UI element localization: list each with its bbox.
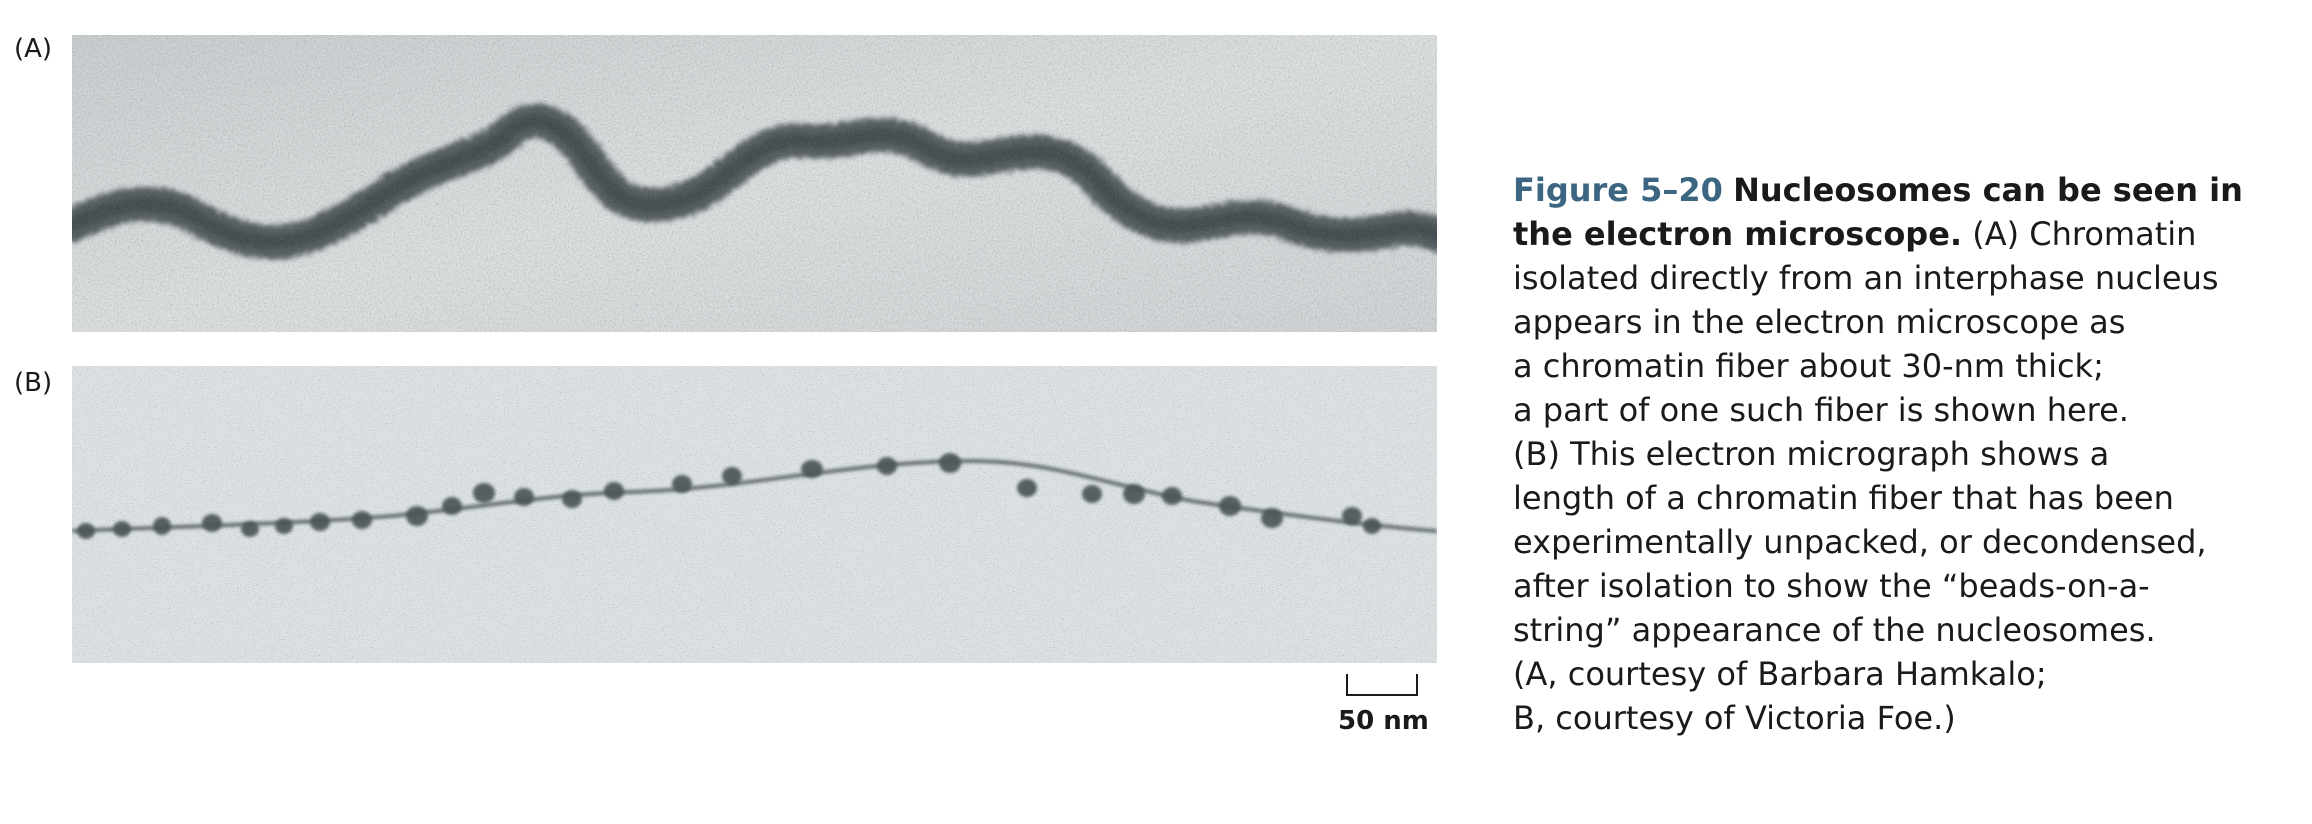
caption-title-part2: the electron microscope. [1513,215,1963,253]
figure-caption: Figure 5–20 Nucleosomes can be seen in t… [1513,168,2303,740]
caption-line: isolated directly from an interphase nuc… [1513,259,2219,297]
caption-line: appears in the electron microscope as [1513,303,2126,341]
scale-bar-label: 50 nm [1338,706,1429,736]
caption-line: experimentally unpacked, or decondensed, [1513,523,2207,561]
caption-line-2-rest: (A) Chromatin [1972,215,2197,253]
micrograph-beads-on-a-string [72,366,1437,663]
scale-bar-line [1346,674,1418,696]
caption-credit: B, courtesy of Victoria Foe.) [1513,699,1956,737]
caption-line: string” appearance of the nucleosomes. [1513,611,2156,649]
caption-line: (B) This electron micrograph shows a [1513,435,2110,473]
caption-line: after isolation to show the “beads-on-a- [1513,567,2150,605]
caption-title-part1: Nucleosomes can be seen in [1733,171,2243,209]
caption-line-1: Figure 5–20 Nucleosomes can be seen in [1513,168,2303,212]
caption-line: a part of one such fiber is shown here. [1513,391,2129,429]
figure-number: Figure 5–20 [1513,171,1723,209]
scale-bar: 50 nm [1338,670,1429,736]
caption-line-2: the electron microscope. (A) Chromatin [1513,212,2303,256]
panel-a-label: (A) [14,34,53,64]
panel-b-label: (B) [14,368,53,398]
micrograph-chromatin-fiber [72,35,1437,332]
nucleosome-beads [77,453,1381,539]
caption-credit: (A, courtesy of Barbara Hamkalo; [1513,655,2047,693]
caption-line: length of a chromatin fiber that has bee… [1513,479,2174,517]
caption-line: a chromatin fiber about 30-nm thick; [1513,347,2104,385]
